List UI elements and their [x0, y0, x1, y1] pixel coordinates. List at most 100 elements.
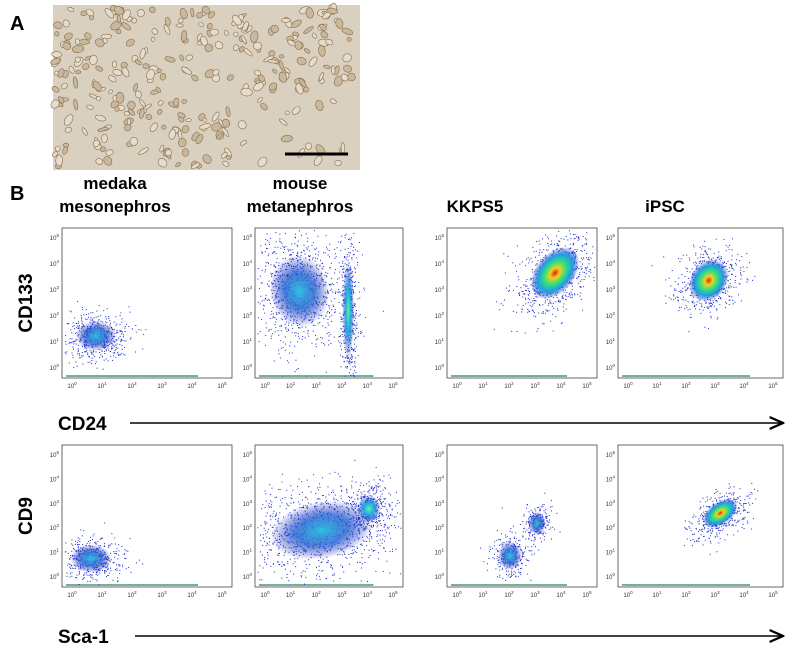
event-dot: [120, 331, 122, 333]
event-dot: [108, 349, 110, 351]
tick-base: 10: [97, 384, 104, 390]
event-dot: [711, 305, 713, 307]
event-dot: [294, 558, 296, 560]
event-dot: [580, 286, 582, 288]
event-dot: [339, 271, 341, 273]
event-dot: [294, 345, 296, 347]
event-dot: [129, 538, 131, 540]
event-dot: [373, 550, 375, 552]
tick-exponent: 3: [249, 285, 252, 290]
event-dot: [385, 550, 387, 552]
event-dot: [347, 259, 349, 261]
event-dot: [296, 244, 298, 246]
event-dot: [588, 270, 590, 272]
event-dot: [329, 267, 331, 269]
event-dot: [82, 543, 84, 545]
event-dot: [705, 302, 707, 304]
event-dot: [344, 248, 346, 250]
event-dot: [355, 249, 357, 251]
event-dot: [93, 350, 95, 352]
event-dot: [294, 332, 296, 334]
event-dot: [710, 248, 712, 250]
event-dot: [354, 320, 356, 322]
event-dot: [339, 291, 341, 293]
event-dot: [547, 236, 549, 238]
cell: [177, 112, 186, 119]
density-core: [689, 259, 729, 302]
event-dot: [584, 249, 586, 251]
event-dot: [316, 498, 318, 500]
event-dot: [732, 299, 734, 301]
event-dot: [284, 323, 286, 325]
event-dot: [318, 489, 320, 491]
tick-base: 10: [243, 551, 250, 557]
event-dot: [82, 355, 84, 357]
event-dot: [95, 541, 97, 543]
event-dot: [565, 299, 567, 301]
event-dot: [268, 241, 270, 243]
y-tick-label: 103: [606, 285, 616, 294]
tick-base: 10: [243, 575, 250, 581]
tick-exponent: 0: [612, 363, 615, 368]
event-dot: [519, 294, 521, 296]
event-dot: [711, 302, 713, 304]
event-dot: [542, 311, 544, 313]
cell: [303, 48, 311, 54]
event-dot: [66, 575, 68, 577]
event-dot: [328, 283, 330, 285]
event-dot: [686, 289, 688, 291]
event-dot: [717, 317, 719, 319]
event-dot: [292, 328, 294, 330]
cell: [227, 74, 234, 81]
event-dot: [328, 339, 330, 341]
event-dot: [298, 337, 300, 339]
event-dot: [689, 295, 691, 297]
event-dot: [280, 247, 282, 249]
event-dot: [315, 257, 317, 259]
event-dot: [363, 549, 365, 551]
tick-exponent: 2: [249, 311, 252, 316]
event-dot: [77, 349, 79, 351]
event-dot: [114, 329, 116, 331]
event-dot: [356, 262, 358, 264]
event-dot: [95, 572, 97, 574]
event-dot: [525, 303, 527, 305]
event-dot: [65, 551, 67, 553]
event-dot: [263, 299, 265, 301]
tick-base: 10: [97, 593, 104, 599]
event-dot: [339, 242, 341, 244]
event-dot: [120, 354, 122, 356]
cell: [185, 118, 192, 123]
event-dot: [377, 483, 379, 485]
event-dot: [542, 312, 544, 314]
y-tick-label: 102: [435, 311, 445, 320]
event-dot: [368, 481, 370, 483]
event-dot: [734, 301, 736, 303]
cell: [55, 154, 63, 167]
event-dot: [300, 576, 302, 578]
event-dot: [125, 568, 127, 570]
event-dot: [350, 374, 352, 376]
event-dot: [728, 295, 730, 297]
event-dot: [331, 564, 333, 566]
event-dot: [124, 549, 126, 551]
event-dot: [397, 500, 399, 502]
event-dot: [727, 260, 729, 262]
y-axis-label: CD9: [16, 497, 37, 535]
event-dot: [97, 540, 99, 542]
event-dot: [536, 296, 538, 298]
event-dot: [337, 500, 339, 502]
event-dot: [353, 246, 355, 248]
event-dot: [319, 265, 321, 267]
event-dot: [516, 245, 518, 247]
x-tick-label: 104: [739, 381, 749, 390]
event-dot: [524, 297, 526, 299]
event-dot: [376, 487, 378, 489]
event-dot: [117, 558, 119, 560]
event-dot: [360, 495, 362, 497]
event-dot: [552, 297, 554, 299]
x-tick-label: 103: [157, 381, 167, 390]
event-dot: [294, 237, 296, 239]
event-dot: [95, 574, 97, 576]
event-dot: [66, 351, 68, 353]
